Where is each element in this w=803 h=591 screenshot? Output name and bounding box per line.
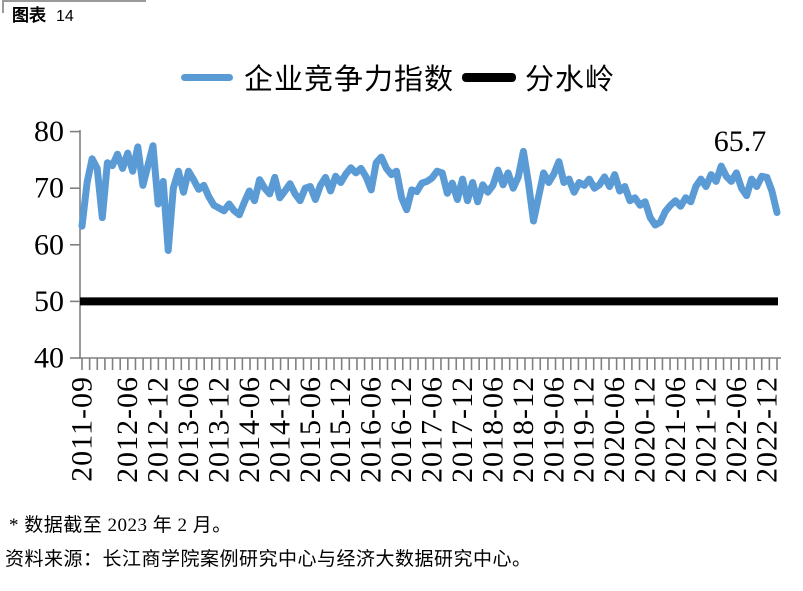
table-border-fragment — [2, 0, 146, 13]
figure-number: 14 — [56, 8, 74, 25]
y-tick-label: 50 — [34, 285, 64, 318]
y-axis-ticks: 40 50 60 70 80 — [34, 115, 80, 375]
figure-label-text: 图表 — [12, 6, 46, 25]
footnote-source: 资料来源：长江商学院案例研究中心与经济大数据研究中心。 — [5, 549, 532, 570]
legend-label-threshold: 分水岭 — [525, 64, 616, 96]
footnote-data-cutoff: * 数据截至 2023 年 2 月。 — [9, 515, 232, 536]
x-tick-label: 2011-09 — [66, 376, 99, 482]
y-tick-label: 40 — [34, 342, 64, 375]
x-tick-label: 2013-12 — [202, 376, 235, 483]
x-tick-label: 2022-12 — [750, 376, 783, 483]
figure-label: 图表 14 — [12, 6, 74, 27]
legend-swatch-threshold-line — [462, 72, 517, 82]
x-tick-label: 2015-12 — [324, 376, 357, 483]
x-tick-label: 2018-06 — [476, 376, 509, 483]
axes — [79, 130, 781, 359]
y-tick-label: 70 — [34, 172, 64, 205]
chart-legend: 企业竞争力指数 分水岭 — [181, 58, 615, 96]
index-series-line — [78, 142, 781, 254]
x-axis-ticks — [81, 358, 778, 370]
x-tick-label: 2016-06 — [355, 376, 388, 483]
x-tick-label: 2018-12 — [507, 376, 540, 483]
x-tick-label: 2012-12 — [142, 376, 175, 483]
x-tick-label: 2020-12 — [629, 376, 662, 483]
x-tick-label: 2017-12 — [446, 376, 479, 483]
x-tick-label: 2014-12 — [263, 376, 296, 483]
x-tick-label: 2021-12 — [689, 376, 722, 483]
y-tick-label: 60 — [34, 228, 64, 261]
x-tick-label: 2017-06 — [416, 376, 449, 483]
x-tick-label: 2012-06 — [111, 376, 144, 483]
y-tick-label: 80 — [34, 115, 64, 148]
last-value-annotation: 65.7 — [713, 125, 767, 158]
legend-swatch-index-line — [181, 73, 233, 81]
x-tick-label: 2019-06 — [537, 376, 570, 483]
x-tick-label: 2013-06 — [172, 376, 205, 483]
x-tick-label: 2020-06 — [598, 376, 631, 483]
x-tick-label: 2021-06 — [659, 376, 692, 483]
x-tick-label: 2019-12 — [568, 376, 601, 483]
x-axis-labels: 2011-09 2012-062012-122013-062013-122014-… — [66, 376, 784, 483]
legend-label-index: 企业竞争力指数 — [244, 64, 455, 96]
x-tick-label: 2014-06 — [233, 376, 266, 483]
x-tick-label: 2016-12 — [385, 376, 418, 483]
x-tick-label: 2022-06 — [720, 376, 753, 483]
x-tick-label: 2015-06 — [294, 376, 327, 483]
